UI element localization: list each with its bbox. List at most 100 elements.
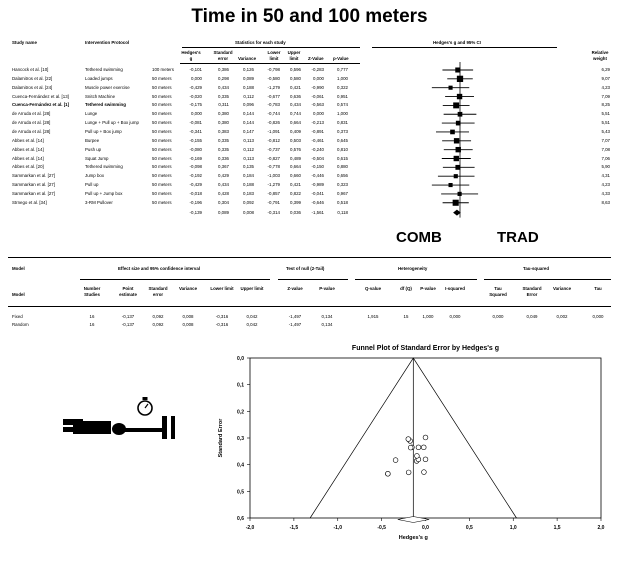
funnel-x-tick-label: 1,0 (510, 525, 517, 531)
cell-p: 0,656 (337, 173, 348, 179)
cell-z: -0,646 (311, 199, 324, 205)
cell-weight: 5,90 (601, 164, 610, 170)
cell-std-error: 0,304 (218, 199, 229, 205)
tau-underline (484, 279, 611, 280)
effect-underline (80, 279, 270, 280)
cell-p: 0,518 (337, 199, 348, 205)
cell-protocol: Jump box (85, 173, 105, 179)
model-cell: 1,915 (367, 314, 379, 319)
cell-hedges-g: -0,020 (189, 93, 202, 99)
model-cell: -0,316 (215, 314, 229, 319)
model-row-label: Fixed (12, 314, 23, 319)
cell-upper: 0,489 (290, 155, 301, 161)
header-stats-group: Statistics for each study (235, 40, 286, 45)
cell-distance: 50 meters (152, 146, 172, 152)
cell-std-error: 0,380 (218, 111, 229, 117)
cell-weight: 4,23 (601, 84, 610, 90)
null-underline (278, 279, 348, 280)
cell-lower: -1,279 (267, 84, 280, 90)
cell-study: de Arruda et al. [28] (12, 120, 51, 126)
cell-std-error: 0,298 (218, 75, 229, 81)
col-z-value: Z-value (287, 286, 303, 291)
col-upper-limit: Upper limit (240, 286, 264, 291)
cell-lower: -0,580 (267, 75, 280, 81)
cell-distance: 50 meters (152, 84, 172, 90)
cell-protocol: Pull up (85, 182, 99, 188)
cell-std-error: 0,434 (218, 84, 229, 90)
swimmer-icon (63, 416, 175, 439)
cell-hedges-g: 0,000 (191, 75, 202, 81)
study-point-estimate (456, 93, 463, 100)
study-point-estimate (455, 164, 461, 170)
cell-study: Abbes et al. [14] (12, 146, 44, 152)
cell-weight: 8,63 (601, 199, 610, 205)
cell-variance: 0,144 (243, 111, 254, 117)
funnel-y-tick-label: 0,2 (237, 409, 244, 415)
col-df-q: df (Q) (400, 286, 412, 291)
header-study-name: Study name (12, 40, 37, 45)
swimmer-illustration (63, 397, 175, 439)
col-model: Model (12, 292, 25, 297)
funnel-x-tick-label: -1,5 (290, 525, 299, 531)
cell-protocol: 3-RM Pullover (85, 199, 113, 205)
page-title: Time in 50 and 100 meters (191, 6, 428, 27)
cell-weight: 4,31 (601, 173, 610, 179)
cell-p: 0,574 (337, 102, 348, 108)
cell-weight: 7,07 (601, 137, 610, 143)
col-tau-squared: Tau Squared (489, 286, 507, 297)
model-cell: -0,137 (121, 322, 135, 327)
study-point-estimate (453, 155, 459, 162)
cell-weight: 7,09 (601, 93, 610, 99)
cell-upper: 0,660 (290, 173, 301, 179)
cell-lower: -0,778 (267, 164, 280, 170)
cell-study: Abbes et al. [14] (12, 137, 44, 143)
cell-lower: -1,091 (267, 128, 280, 134)
cell-hedges-g: -0,175 (189, 102, 202, 108)
cell-weight: 5,51 (601, 120, 610, 126)
cell-protocol: Pull up + Box jump (85, 128, 122, 134)
model-table-top-rule (8, 257, 611, 258)
cell-protocol: Tethered swimming (85, 164, 123, 170)
model-cell: 0,092 (152, 314, 164, 319)
cell-study: Abbes et al. [20] (12, 164, 44, 170)
cell-distance: 50 meters (152, 75, 172, 81)
het-underline (355, 279, 477, 280)
cell-variance: 0,188 (243, 84, 254, 90)
funnel-x-tick-label: -2,0 (246, 525, 255, 531)
cell-std-error: 0,335 (218, 137, 229, 143)
cell-hedges-g: -0,101 (189, 67, 202, 72)
cell-study: Dalamitros et al. [22] (12, 75, 53, 81)
study-point-estimate (453, 174, 458, 179)
cell-study: Cuenca-Fernández et al. [13] (12, 93, 69, 99)
header-lower: Lower limit (267, 50, 281, 61)
cell-protocol: Squat Jump (85, 155, 109, 161)
header-p: p-Value (333, 56, 349, 61)
model-cell: 0,134 (321, 322, 333, 327)
cell-hedges-g: -0,018 (189, 190, 202, 196)
cell-z: -0,283 (311, 67, 324, 72)
study-point-estimate (453, 102, 460, 109)
group-het: Heterogeneity (398, 266, 428, 271)
cell-distance: 50 meters (152, 182, 172, 188)
col-i-squared: I-squared (445, 286, 465, 291)
stats-header-underline (180, 63, 360, 64)
cell-distance: 50 meters (152, 111, 172, 117)
col-tau: Tau (594, 286, 602, 291)
cell-hedges-g: -0,429 (189, 84, 202, 90)
cell-lower: -0,737 (267, 146, 280, 152)
cell-upper: 0,580 (290, 75, 301, 81)
cell-std-error: 0,311 (218, 102, 229, 108)
study-point-estimate (448, 182, 453, 188)
cell-variance: 0,135 (243, 164, 254, 170)
cell-variance: 0,089 (243, 75, 254, 81)
cell-weight: 5,43 (601, 128, 610, 134)
cell-z: -0,989 (311, 182, 324, 188)
col-q-value: Q-value (364, 286, 382, 291)
header-plot-group: Hedges's g and 95% CI (433, 40, 481, 45)
cell-hedges-g: -0,192 (189, 173, 202, 179)
funnel-point (421, 469, 427, 475)
col-lower-limit: Lower limit (210, 286, 234, 291)
cell-protocol: Tethered swimming (85, 102, 126, 108)
cell-variance: 0,184 (243, 173, 254, 179)
cell-lower: -0,826 (267, 120, 280, 126)
